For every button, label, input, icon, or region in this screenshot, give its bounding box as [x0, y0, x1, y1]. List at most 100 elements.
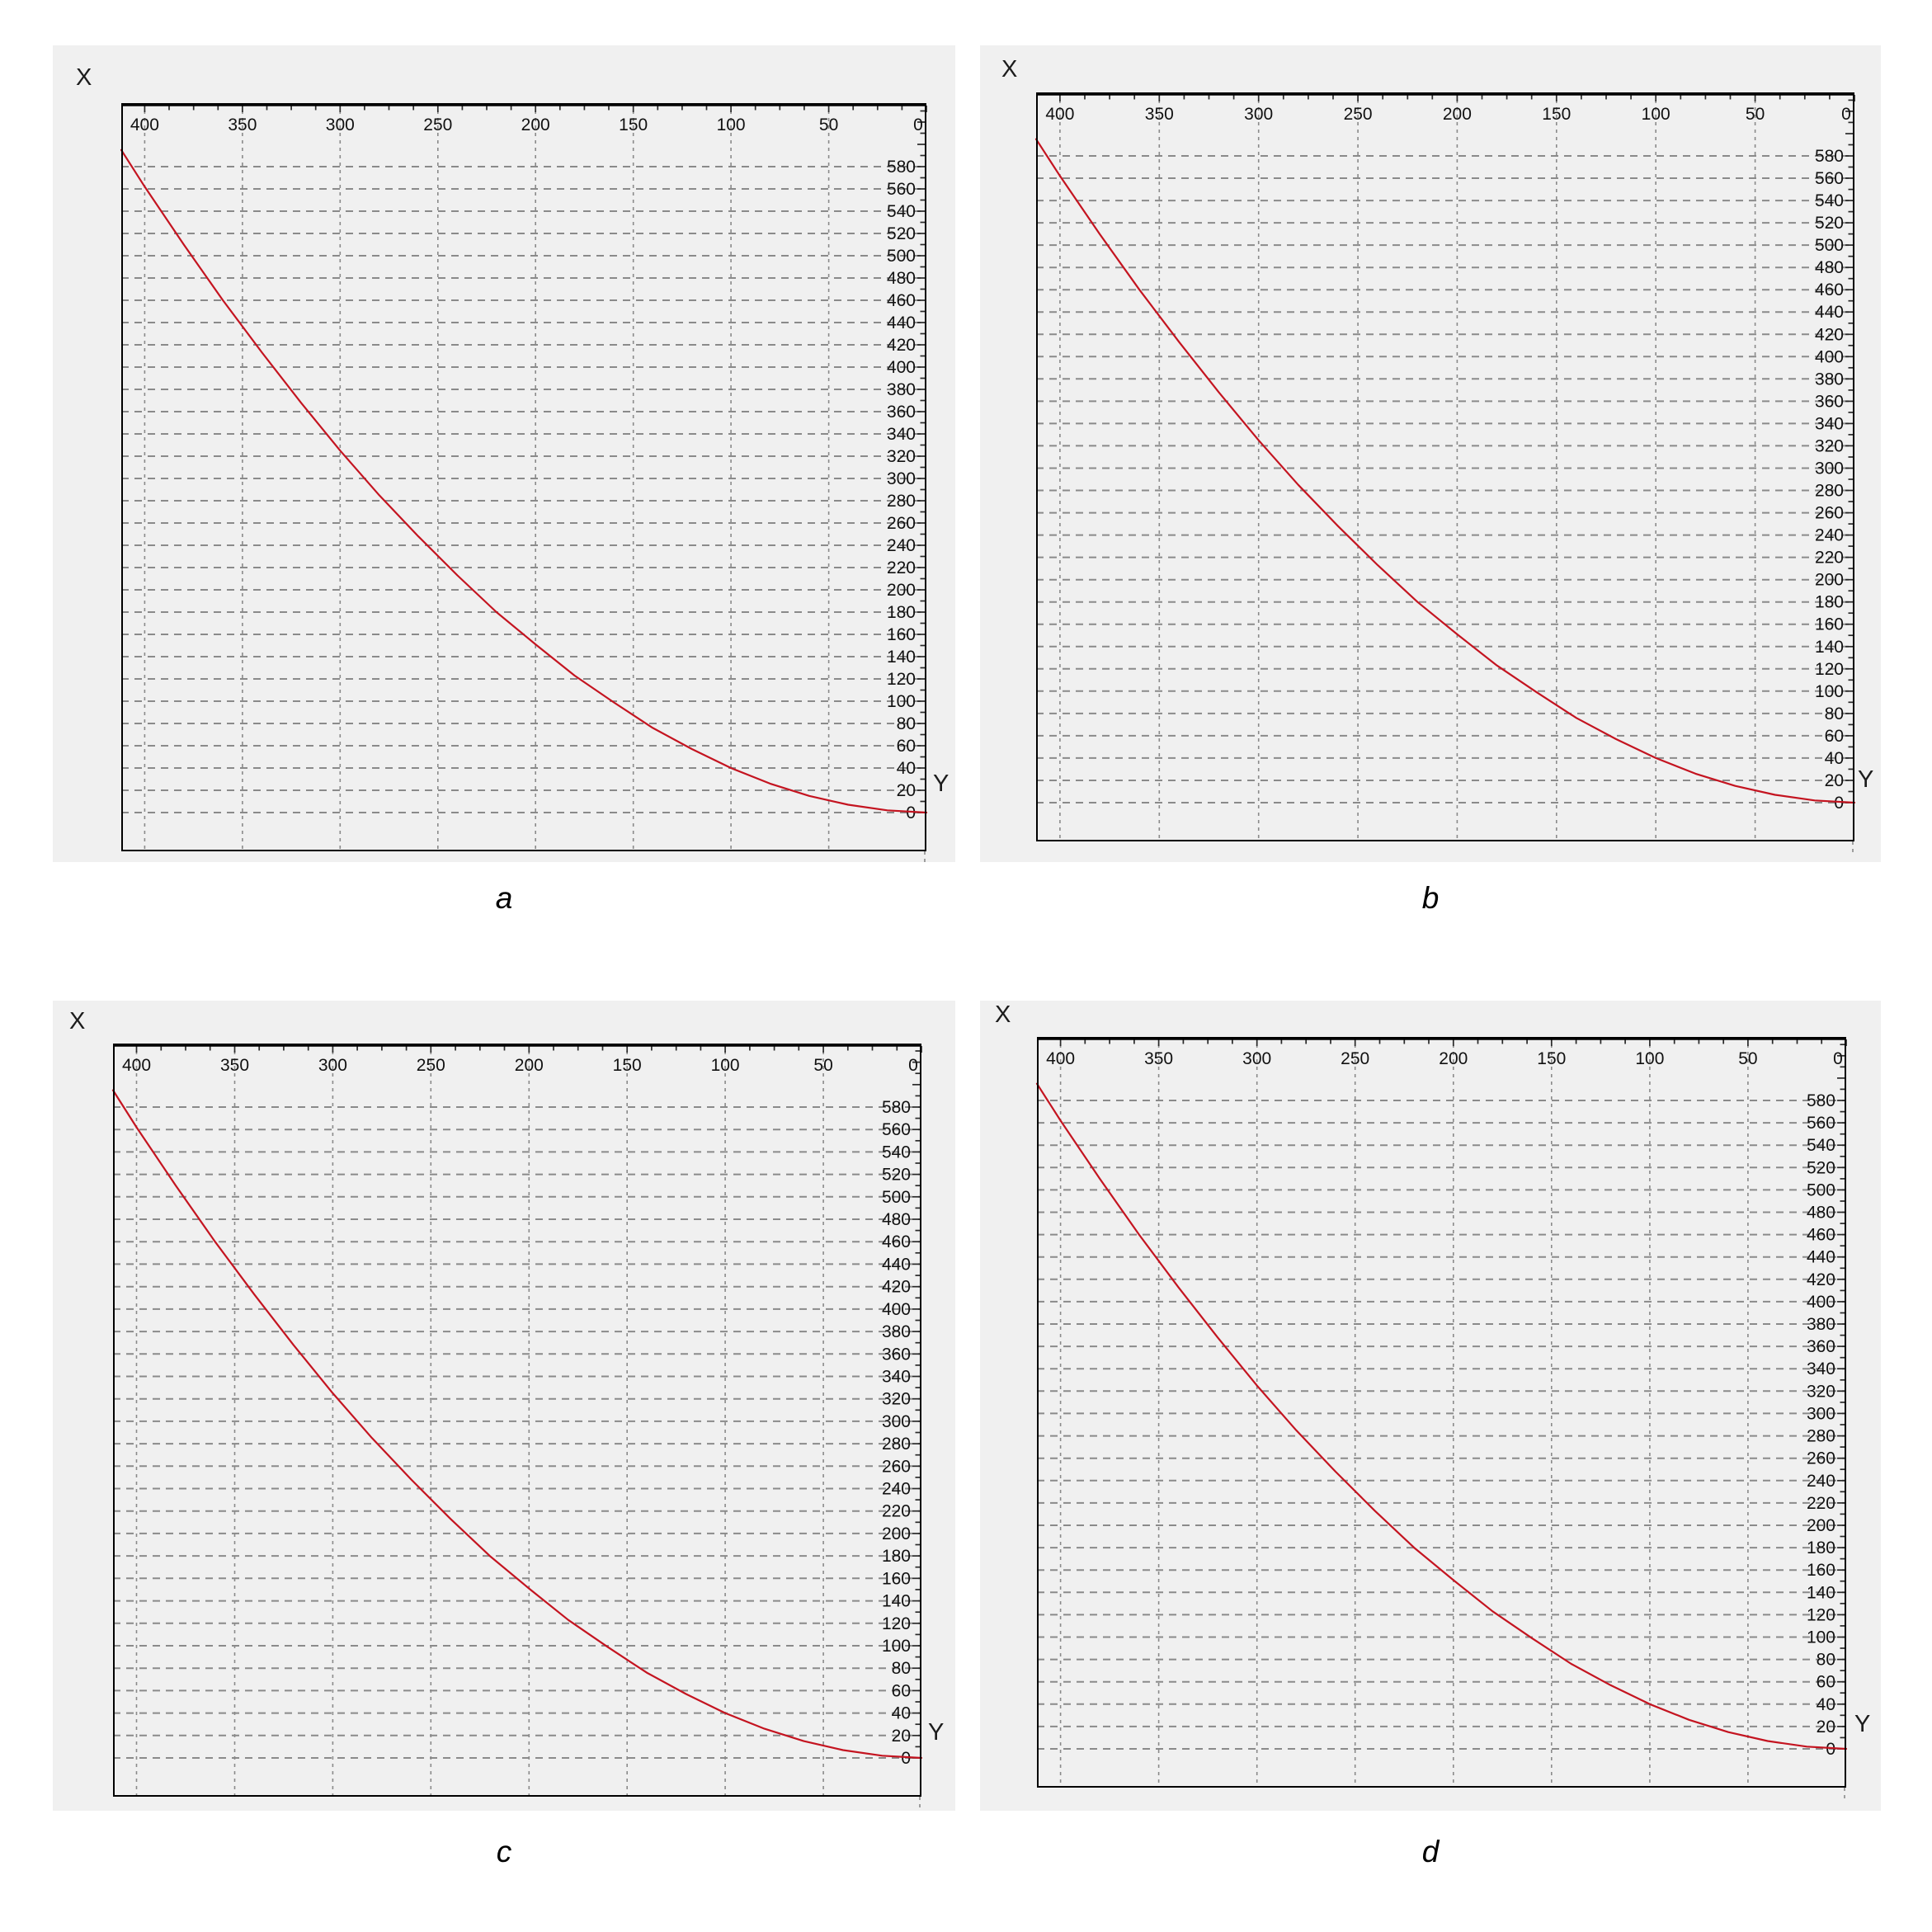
y-tick-label: 440	[1807, 1248, 1835, 1267]
y-tick-label: 500	[1815, 236, 1844, 255]
y-tick-label: 380	[1815, 370, 1844, 389]
y-tick-label: 540	[887, 202, 916, 221]
x-tick-label: 200	[1443, 105, 1472, 124]
y-tick-label: 420	[887, 336, 916, 355]
y-tick-label: 420	[1807, 1270, 1835, 1289]
y-tick-label: 580	[1815, 147, 1844, 166]
y-tick-label: 60	[1817, 1673, 1835, 1692]
y-tick-label: 300	[1815, 459, 1844, 478]
y-tick-label: 100	[1815, 682, 1844, 701]
y-tick-label: 40	[1817, 1695, 1835, 1714]
y-tick-label: 480	[887, 269, 916, 288]
y-tick-label: 380	[1807, 1315, 1835, 1334]
x-tick-label: 300	[318, 1056, 347, 1075]
y-tick-label: 140	[882, 1592, 911, 1611]
x-tick-label: 0	[913, 115, 923, 134]
y-tick-label: 420	[1815, 325, 1844, 344]
y-tick-label: 140	[1815, 638, 1844, 657]
y-tick-label: 260	[887, 514, 916, 533]
y-tick-label: 100	[887, 692, 916, 711]
y-tick-label: 300	[1807, 1404, 1835, 1423]
y-tick-label: 400	[882, 1300, 911, 1319]
y-tick-label: 0	[1826, 1740, 1835, 1759]
y-tick-label: 560	[882, 1120, 911, 1139]
y-tick-label: 200	[1807, 1516, 1835, 1535]
y-tick-label: 180	[1815, 593, 1844, 612]
y-tick-label: 120	[882, 1614, 911, 1633]
trajectory-curve	[111, 1089, 923, 1760]
y-tick-label: 80	[897, 714, 916, 733]
y-tick-label: 460	[1815, 280, 1844, 299]
y-tick-label: 560	[887, 180, 916, 199]
y-tick-label: 40	[1825, 749, 1844, 768]
y-tick-label: 160	[882, 1569, 911, 1588]
figure-caption-c: c	[496, 1835, 512, 1868]
y-tick-label: 20	[897, 781, 916, 800]
x-axis-letter-a: X	[76, 64, 92, 91]
x-tick-label: 50	[819, 115, 838, 134]
x-tick-label: 50	[1746, 105, 1765, 124]
x-tick-label: 100	[1635, 1049, 1664, 1068]
y-tick-label: 220	[887, 558, 916, 577]
y-tick-label: 80	[1825, 704, 1844, 723]
y-tick-label: 340	[1807, 1359, 1835, 1378]
y-tick-label: 80	[1817, 1651, 1835, 1670]
x-tick-label: 150	[619, 115, 648, 134]
chart-d-plot: 400 350 300 250 200 150 100 50 0 580 560 540 520 500 4…	[1035, 1037, 1848, 1801]
y-tick-label: 520	[882, 1166, 911, 1185]
y-tick-label: 280	[887, 492, 916, 511]
figure-caption-d: d	[1421, 1835, 1440, 1868]
y-tick-label: 140	[887, 648, 916, 667]
y-tick-label: 120	[1807, 1605, 1835, 1624]
y-tick-label: 500	[1807, 1180, 1835, 1199]
y-tick-label: 220	[1807, 1494, 1835, 1513]
y-tick-label: 20	[1825, 771, 1844, 790]
y-tick-label: 200	[887, 581, 916, 600]
x-axis-letter-b: X	[1001, 56, 1018, 82]
x-tick-label: 200	[1439, 1049, 1468, 1068]
x-tick-label: 150	[1537, 1049, 1566, 1068]
chart-c-canvas: 400 350 300 250 200 150 100 50 05805605405205004…	[111, 1044, 923, 1810]
y-tick-label: 280	[1807, 1427, 1835, 1446]
y-tick-label: 340	[1815, 414, 1844, 433]
y-tick-label: 340	[887, 425, 916, 444]
x-tick-label: 300	[1244, 105, 1273, 124]
y-tick-label: 540	[882, 1143, 911, 1162]
y-tick-label: 180	[887, 603, 916, 622]
y-tick-label: 520	[1807, 1158, 1835, 1177]
y-tick-label: 520	[1815, 214, 1844, 233]
x-tick-label: 300	[326, 115, 355, 134]
y-tick-label: 100	[882, 1637, 911, 1656]
x-tick-label: 300	[1242, 1049, 1271, 1068]
trajectory-curve	[1034, 138, 1856, 804]
y-tick-label: 280	[1815, 482, 1844, 501]
y-tick-label: 200	[1815, 571, 1844, 590]
y-tick-label: 20	[892, 1727, 911, 1746]
y-tick-label: 260	[1815, 504, 1844, 523]
chart-panel-d	[980, 1001, 1881, 1811]
y-tick-label: 240	[882, 1480, 911, 1499]
y-tick-label: 300	[887, 469, 916, 488]
x-tick-label: 400	[130, 115, 159, 134]
trajectory-curve	[1035, 1082, 1848, 1751]
y-tick-label: 320	[887, 447, 916, 466]
y-tick-label: 280	[882, 1435, 911, 1454]
y-tick-label: 500	[882, 1188, 911, 1207]
y-tick-label: 60	[897, 737, 916, 756]
chart-b-plot: 400 350 300 250 200 150 100 50 0 580 560 540 520 500 4…	[1034, 92, 1856, 855]
y-tick-label: 60	[1825, 727, 1844, 746]
y-tick-label: 40	[897, 759, 916, 778]
chart-a-canvas: 400 350 300 250 200 150 100 50 05805605405205004…	[120, 103, 928, 865]
chart-panel-a	[53, 45, 955, 862]
x-tick-label: 250	[417, 1056, 445, 1075]
y-tick-label: 460	[882, 1232, 911, 1251]
x-tick-label: 400	[122, 1056, 151, 1075]
y-tick-label: 120	[1815, 660, 1844, 679]
y-tick-label: 480	[1815, 258, 1844, 277]
y-tick-label: 160	[887, 625, 916, 644]
y-tick-label: 440	[887, 313, 916, 332]
figure-caption-b: b	[1421, 881, 1440, 915]
y-tick-label: 140	[1807, 1583, 1835, 1602]
y-tick-label: 20	[1817, 1718, 1835, 1736]
